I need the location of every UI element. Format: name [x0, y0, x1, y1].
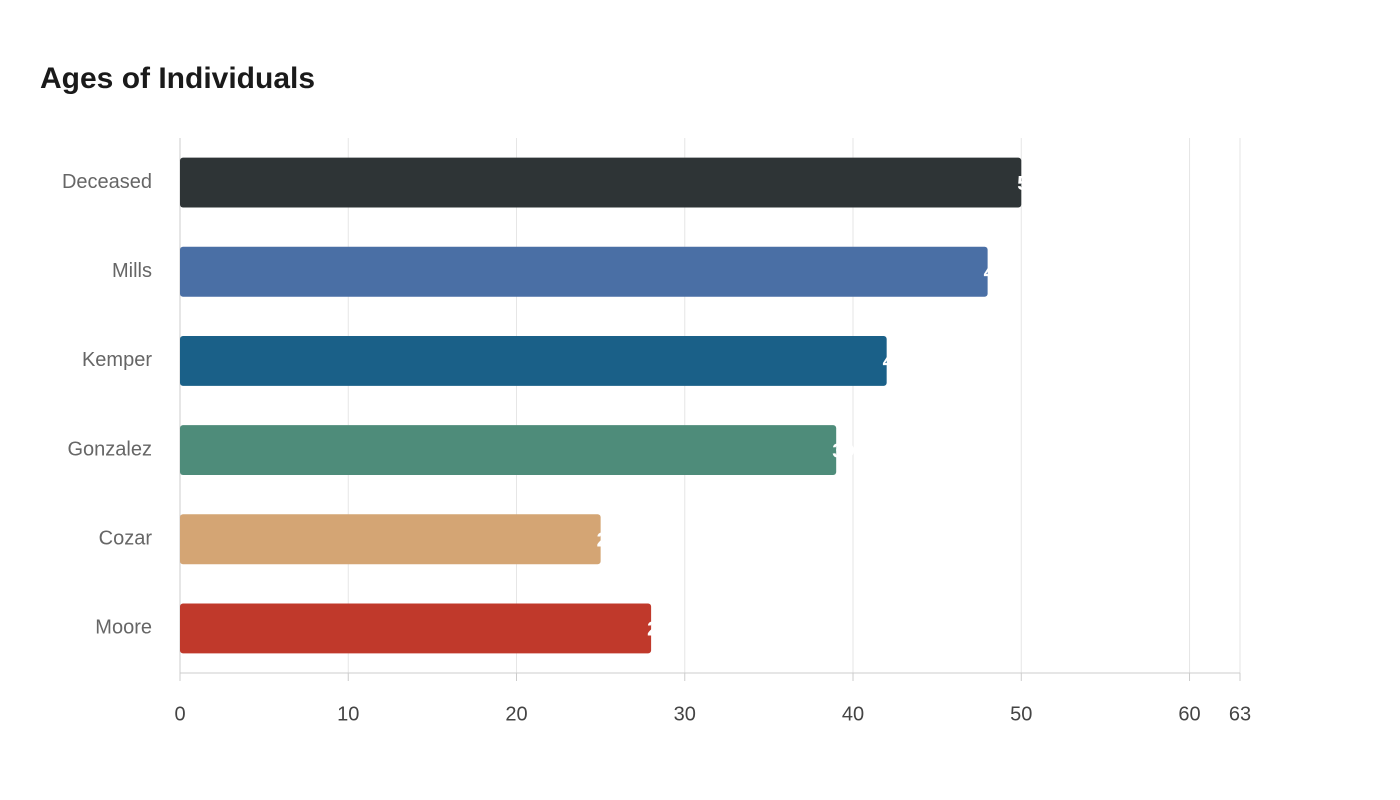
x-tick-label: 30	[674, 703, 696, 725]
x-tick-label: 63	[1229, 703, 1251, 725]
data-label: 25	[597, 530, 619, 552]
x-tick-label: 10	[337, 703, 359, 725]
y-tick-label: Mills	[112, 260, 152, 282]
y-tick-label: Moore	[95, 617, 152, 639]
data-label: 28	[647, 619, 669, 641]
y-tick-label: Deceased	[62, 171, 152, 193]
x-tick-label: 60	[1178, 703, 1200, 725]
bar	[180, 246, 988, 297]
x-tick-label: 20	[505, 703, 527, 725]
y-tick-label: Gonzalez	[68, 438, 153, 460]
x-tick-label: 50	[1010, 703, 1032, 725]
data-label: 50	[1017, 173, 1039, 195]
data-label: 48	[984, 262, 1006, 284]
x-tick-label: 0	[174, 703, 185, 725]
bar	[180, 603, 652, 654]
data-label: 39	[832, 440, 854, 462]
bar	[180, 157, 1022, 208]
bar	[180, 335, 887, 386]
bar	[180, 514, 601, 565]
y-tick-label: Kemper	[82, 349, 152, 371]
bar	[180, 425, 837, 476]
chart-title: Ages of Individuals	[40, 62, 315, 95]
x-tick-label: 40	[842, 703, 864, 725]
data-label: 42	[883, 351, 905, 373]
y-tick-label: Cozar	[99, 528, 153, 550]
